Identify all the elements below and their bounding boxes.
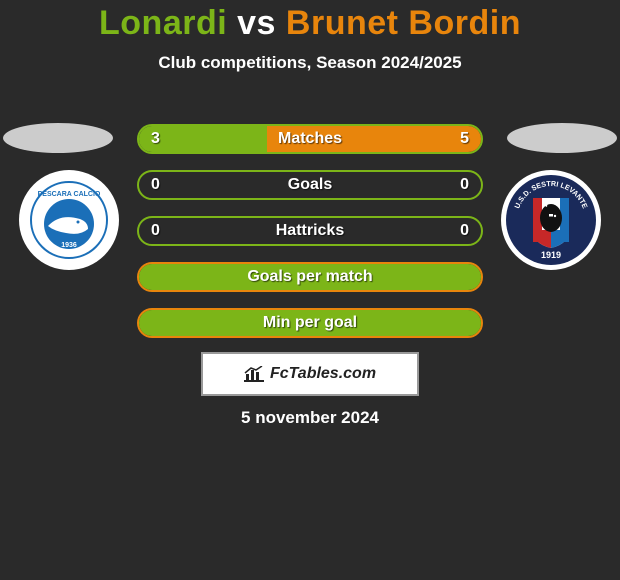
stat-row-min-per-goal: Min per goal (137, 308, 483, 338)
stat-label: Goals (288, 176, 332, 194)
stats-container: 3 5 Matches 0 0 Goals 0 0 Hattricks Goals per mat… (137, 124, 483, 354)
svg-text:PESCARA CALCIO: PESCARA CALCIO (38, 191, 101, 198)
stat-label: Goals per match (247, 268, 372, 286)
stat-label: Hattricks (276, 222, 344, 240)
player2-name: Brunet Bordin (286, 4, 521, 42)
stat-row-goals-per-match: Goals per match (137, 262, 483, 292)
player1-name: Lonardi (99, 4, 227, 42)
subtitle: Club competitions, Season 2024/2025 (0, 53, 620, 73)
chart-icon (244, 366, 264, 382)
stat-label: Matches (278, 130, 342, 148)
player2-photo-placeholder (507, 123, 617, 153)
date-text: 5 november 2024 (0, 408, 620, 428)
stat-value-right: 0 (460, 176, 469, 194)
stat-row-hattricks: 0 0 Hattricks (137, 216, 483, 246)
stat-label: Min per goal (263, 314, 357, 332)
club-badge-left: PESCARA CALCIO 1936 (19, 170, 119, 270)
stat-value-left: 3 (151, 130, 160, 148)
stat-value-left: 0 (151, 222, 160, 240)
comparison-title: Lonardi vs Brunet Bordin (0, 0, 620, 43)
svg-text:1919: 1919 (541, 250, 561, 260)
vs-text: vs (237, 4, 276, 42)
club-badge-right: U.S.D. SESTRI LEVANTE 1919 (501, 170, 601, 270)
stat-value-left: 0 (151, 176, 160, 194)
player1-photo-placeholder (3, 123, 113, 153)
brand-box: FcTables.com (201, 352, 419, 396)
stat-row-matches: 3 5 Matches (137, 124, 483, 154)
svg-text:1936: 1936 (61, 242, 77, 249)
stat-value-right: 5 (460, 130, 469, 148)
sestri-logo-icon: U.S.D. SESTRI LEVANTE 1919 (505, 174, 597, 266)
stat-value-right: 0 (460, 222, 469, 240)
stat-row-goals: 0 0 Goals (137, 170, 483, 200)
brand-text: FcTables.com (270, 365, 376, 383)
pescara-logo-icon: PESCARA CALCIO 1936 (30, 181, 108, 259)
